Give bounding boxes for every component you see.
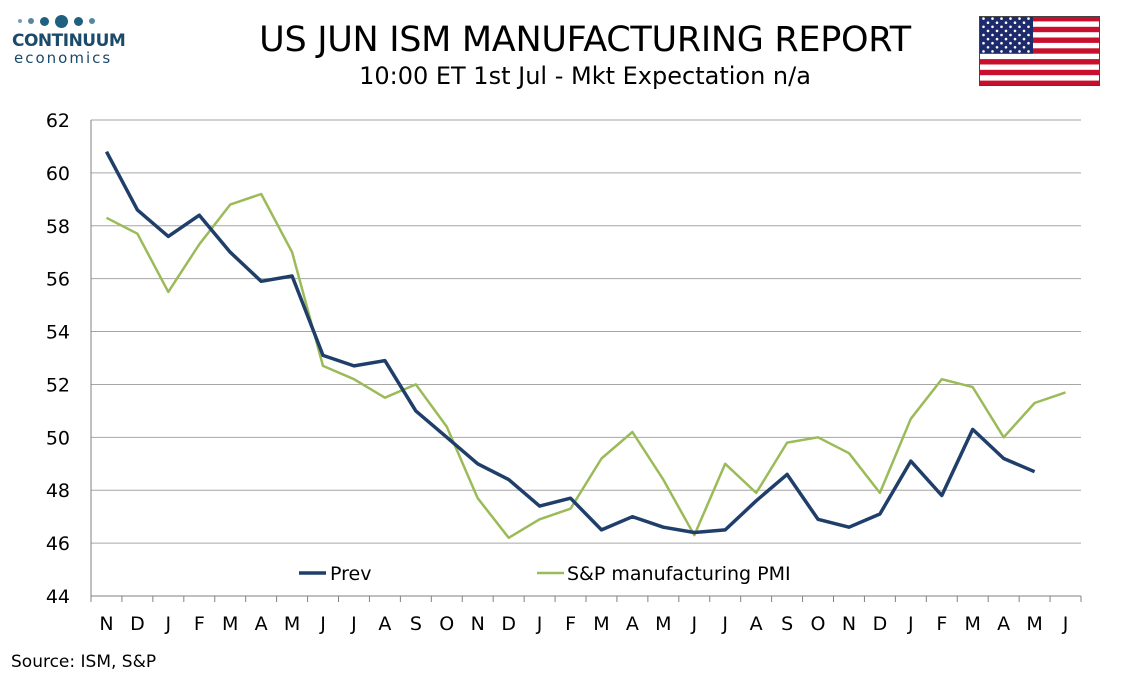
x-tick-label: J	[350, 613, 357, 635]
y-tick-label: 56	[46, 269, 70, 291]
x-tick-label: A	[626, 613, 639, 635]
chart-title: US JUN ISM MANUFACTURING REPORT	[259, 20, 911, 60]
series-prev-line	[104, 150, 1036, 535]
chart-subtitle: 10:00 ET 1st Jul - Mkt Expectation n/a	[359, 62, 811, 90]
legend-label: Prev	[330, 563, 371, 585]
y-tick-label: 60	[46, 163, 70, 185]
x-tick-label: J	[319, 613, 326, 635]
x-tick-label: A	[255, 613, 268, 635]
x-tick-label: D	[130, 613, 145, 635]
gridlines	[91, 119, 1081, 544]
us-flag-icon	[979, 16, 1100, 86]
y-tick-label: 58	[46, 216, 70, 238]
y-tick-label: 62	[46, 110, 70, 132]
x-tick-label: M	[284, 613, 300, 635]
legend: Prev S&P manufacturing PMI	[299, 563, 791, 585]
x-tick-label: O	[439, 613, 454, 635]
x-tick-label: M	[965, 613, 981, 635]
legend-label: S&P manufacturing PMI	[567, 563, 791, 585]
x-tick-label: S	[410, 613, 422, 635]
y-tick-label: 52	[46, 374, 70, 396]
y-tick-label: 46	[46, 533, 70, 555]
series-spmi-line	[105, 192, 1066, 540]
x-tick-label: S	[781, 613, 793, 635]
brand-sub: economics	[14, 49, 113, 67]
x-tick-label: F	[565, 613, 576, 635]
x-tick-label: O	[811, 613, 826, 635]
y-tick-label: 54	[46, 322, 70, 344]
x-tick-label: D	[873, 613, 888, 635]
x-tick-label: M	[593, 613, 609, 635]
x-tick-label: N	[471, 613, 485, 635]
source-note: Source: ISM, S&P	[11, 652, 157, 672]
y-tick-label: 44	[46, 586, 70, 608]
x-tick-label: M	[222, 613, 238, 635]
x-tick-label: M	[655, 613, 671, 635]
x-tick-label: N	[842, 613, 856, 635]
x-tick-label: D	[501, 613, 516, 635]
x-tick-label: M	[1026, 613, 1042, 635]
x-tick-label: J	[165, 613, 172, 635]
x-tick-label: A	[750, 613, 763, 635]
x-tick-label: J	[907, 613, 914, 635]
x-tick-label: A	[378, 613, 391, 635]
brand-logo: CONTINUUM economics	[12, 14, 142, 66]
y-tick-label: 50	[46, 427, 70, 449]
x-tick-label: F	[936, 613, 947, 635]
x-tick-label: J	[1062, 613, 1069, 635]
brand-name: CONTINUUM	[12, 31, 126, 51]
logo-dots-icon	[18, 14, 142, 28]
x-tick-label: J	[721, 613, 728, 635]
x-tick-label: A	[997, 613, 1010, 635]
x-tick-label: N	[99, 613, 113, 635]
series-lines	[104, 150, 1066, 540]
y-tick-label: 48	[46, 480, 70, 502]
x-tick-label: J	[536, 613, 543, 635]
x-tick-label: F	[194, 613, 205, 635]
x-tick-label: J	[690, 613, 697, 635]
